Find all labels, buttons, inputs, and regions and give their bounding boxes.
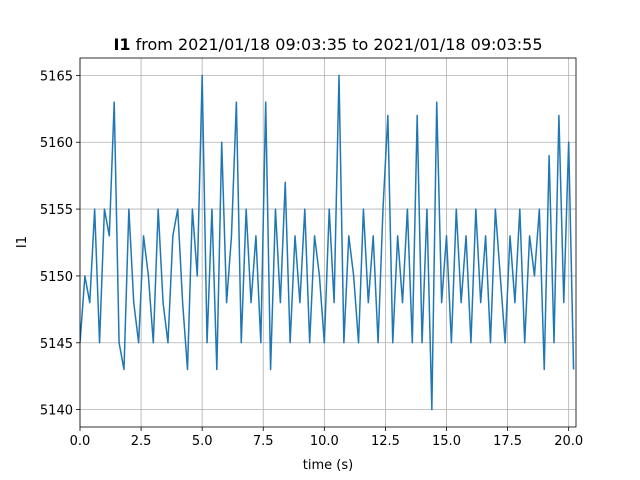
chart-title: I1 from 2021/01/18 09:03:35 to 2021/01/1… [113,35,542,54]
title-rest: from 2021/01/18 09:03:35 to 2021/01/18 0… [136,35,543,54]
x-tick-label: 10.0 [310,434,339,449]
title-bold: I1 [113,35,130,54]
y-tick-label: 5140 [40,404,73,419]
x-tick-label: 15.0 [432,434,461,449]
y-tick-label: 5155 [40,203,73,218]
x-tick-label: 2.5 [131,434,152,449]
x-tick-label: 0.0 [70,434,91,449]
x-tick-label: 5.0 [192,434,213,449]
plot-frame [79,57,577,428]
y-tick-label: 5150 [40,270,73,285]
y-tick-label: 5165 [40,69,73,84]
x-tick-label: 7.5 [253,434,274,449]
x-tick-label: 17.5 [493,434,522,449]
x-tick-label: 20.0 [554,434,583,449]
x-tick-label: 12.5 [371,434,400,449]
y-tick-label: 5145 [40,337,73,352]
data-line [80,74,575,411]
y-tick-label: 5160 [40,136,73,151]
x-axis-label: time (s) [303,458,353,473]
y-axis-label: I1 [15,236,30,248]
